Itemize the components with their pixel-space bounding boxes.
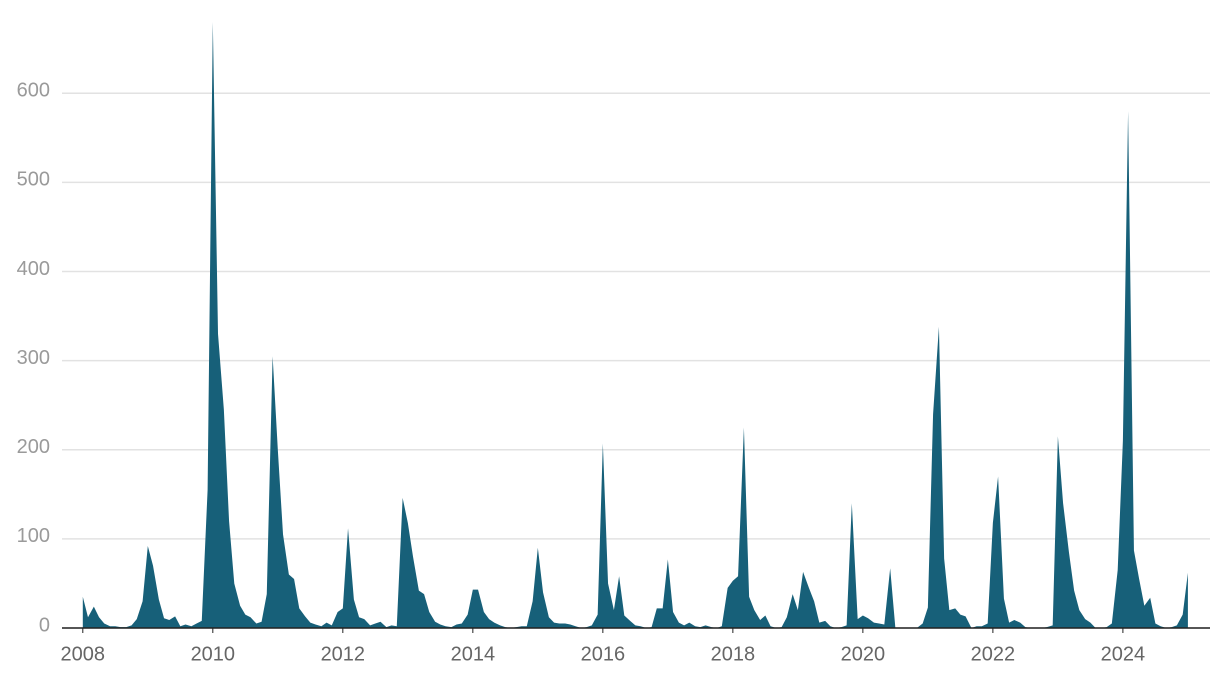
x-tick-label: 2018 [711,643,756,665]
y-tick-label: 200 [17,436,50,458]
y-tick-label: 100 [17,525,50,547]
y-tick-label: 400 [17,258,50,280]
y-tick-label: 0 [39,614,50,636]
x-tick-label: 2010 [191,643,236,665]
x-tick-label: 2016 [581,643,626,665]
y-tick-label: 300 [17,347,50,369]
x-tick-label: 2014 [451,643,496,665]
x-tick-label: 2020 [841,643,886,665]
x-tick-label: 2022 [971,643,1016,665]
y-tick-label: 600 [17,80,50,102]
x-tick-label: 2024 [1101,643,1146,665]
area [82,22,1188,628]
y-tick-label: 500 [17,169,50,191]
x-tick-label: 2008 [61,643,106,665]
x-tick-label: 2012 [321,643,366,665]
